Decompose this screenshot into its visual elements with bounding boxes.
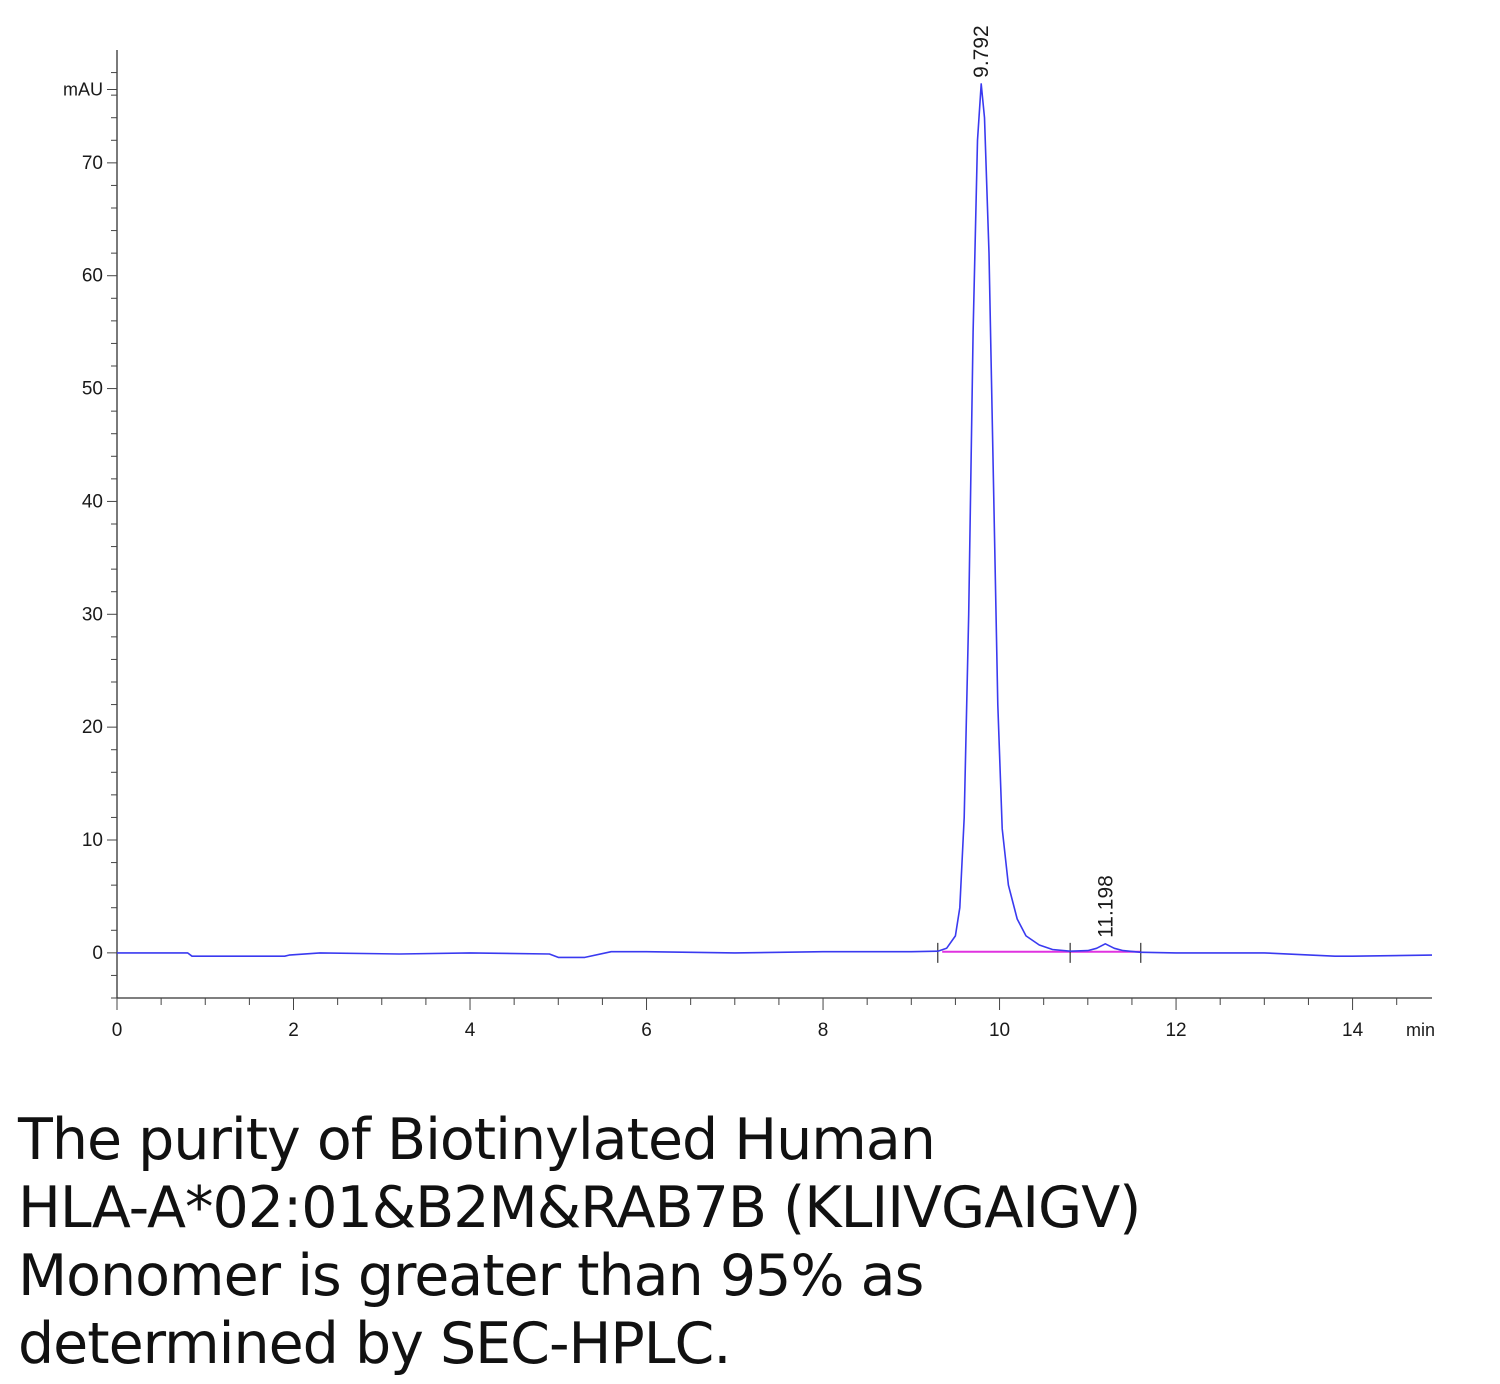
x-tick-label: 6 (641, 1020, 652, 1041)
y-tick-label: 50 (82, 379, 103, 400)
y-tick-label: 70 (82, 153, 103, 174)
y-tick-label: 30 (82, 604, 103, 625)
y-unit-label: mAU (63, 80, 103, 100)
x-tick-label: 14 (1342, 1020, 1364, 1041)
x-tick-label: 0 (112, 1020, 123, 1041)
x-tick-label: 2 (288, 1020, 299, 1041)
x-unit-label: min (1406, 1020, 1435, 1040)
y-tick-label: 40 (82, 491, 103, 512)
caption-line-1: The purity of Biotinylated Human (18, 1107, 936, 1173)
x-tick-label: 4 (465, 1020, 476, 1041)
peak-label: 9.792 (970, 25, 993, 78)
chromatogram-trace (117, 83, 1433, 959)
chromatogram-svg: 0 10 20 30 40 50 60 70 mAU 0 2 4 6 8 10 12 14 min 9.792 11.… (63, 25, 1435, 1041)
figure-caption: The purity of Biotinylated Human HLA-A*0… (18, 1106, 1478, 1378)
x-tick-label: 12 (1165, 1020, 1186, 1041)
caption-line-4: determined by SEC-HPLC. (18, 1311, 731, 1377)
x-tick-label: 8 (818, 1020, 829, 1041)
chromatogram-chart: 0 10 20 30 40 50 60 70 mAU 0 2 4 6 8 10 12 14 min 9.792 11.… (63, 25, 1435, 1041)
caption-line-3: Monomer is greater than 95% as (18, 1243, 924, 1309)
y-tick-label: 0 (92, 943, 103, 964)
y-tick-label: 60 (82, 266, 103, 287)
peak-label: 11.198 (1094, 875, 1117, 938)
y-tick-label: 10 (82, 830, 103, 851)
y-tick-label: 20 (82, 717, 103, 738)
caption-line-2: HLA-A*02:01&B2M&RAB7B (KLIIVGAIGV) (18, 1175, 1141, 1241)
x-tick-label: 10 (989, 1020, 1010, 1041)
